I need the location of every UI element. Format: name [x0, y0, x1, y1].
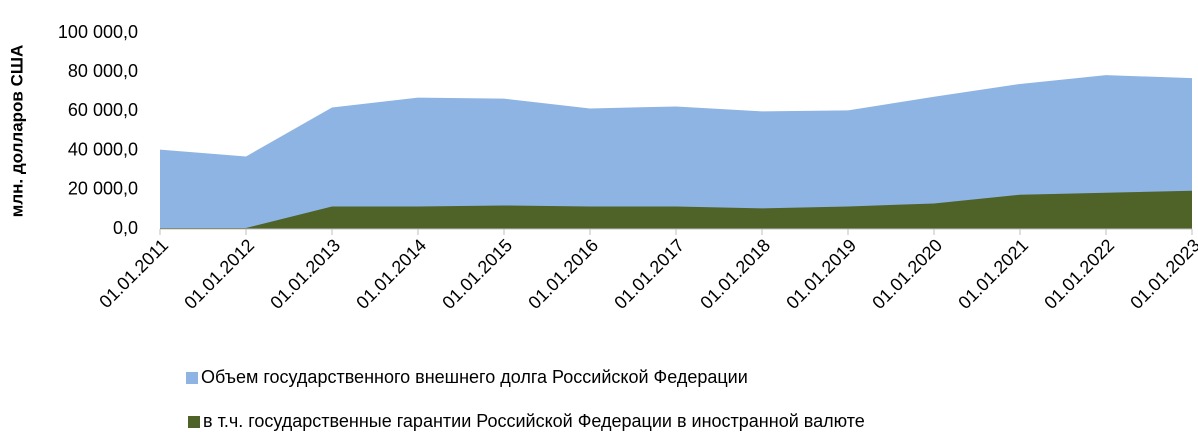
- legend-label: в т.ч. государственные гарантии Российск…: [203, 411, 865, 431]
- y-axis-label: млн. долларов США: [7, 45, 26, 217]
- area: [160, 190, 1192, 229]
- x-tick-label: 01.01.2012: [180, 235, 258, 313]
- x-tick-label: 01.01.2014: [352, 235, 430, 313]
- legend-swatch: [188, 416, 200, 428]
- x-tick-label: 01.01.2022: [1040, 235, 1118, 313]
- y-tick-label: 100 000,0: [58, 22, 138, 42]
- x-tick-label: 01.01.2023: [1126, 235, 1198, 313]
- x-tick-label: 01.01.2016: [524, 235, 602, 313]
- legend-label: Объем государственного внешнего долга Ро…: [201, 367, 748, 387]
- y-tick-label: 80 000,0: [68, 61, 138, 81]
- x-tick-label: 01.01.2011: [95, 235, 172, 312]
- y-tick-label: 0,0: [113, 218, 138, 238]
- legend-swatch: [186, 372, 198, 384]
- x-tick-label: 01.01.2019: [782, 235, 860, 313]
- x-tick-label: 01.01.2017: [610, 235, 688, 313]
- x-tick-label: 01.01.2015: [438, 235, 516, 313]
- y-tick-label: 40 000,0: [68, 139, 138, 159]
- x-tick-label: 01.01.2020: [868, 235, 946, 313]
- area: [160, 75, 1192, 229]
- x-tick-label: 01.01.2018: [696, 235, 774, 313]
- x-tick-label: 01.01.2013: [266, 235, 344, 313]
- y-tick-label: 60 000,0: [68, 100, 138, 120]
- x-tick-label: 01.01.2021: [954, 235, 1032, 313]
- y-tick-label: 20 000,0: [68, 179, 138, 199]
